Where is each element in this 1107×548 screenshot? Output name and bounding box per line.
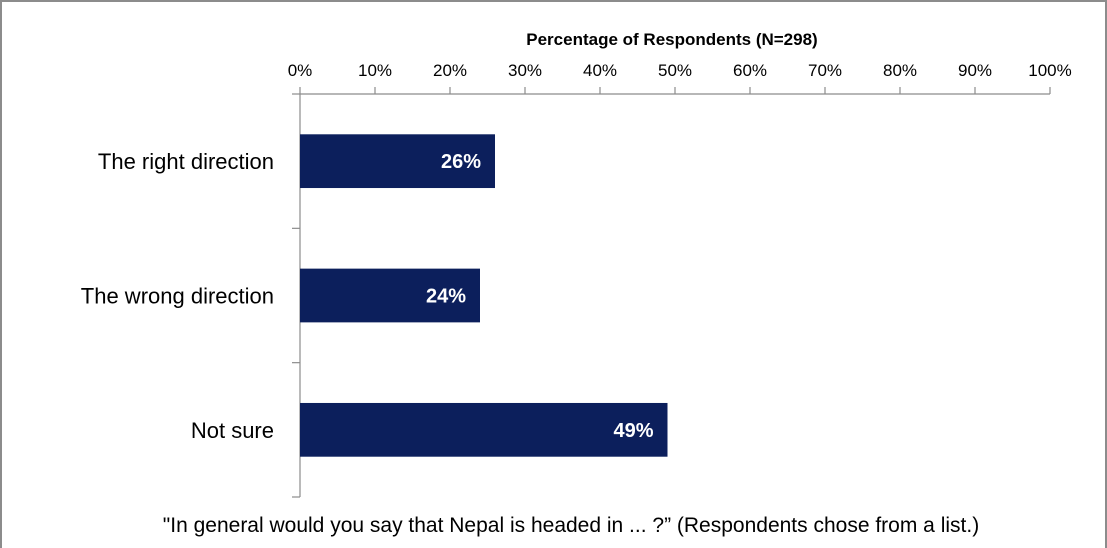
data-label: 26% (441, 151, 481, 173)
category-labels: The right direction The wrong direction No… (81, 149, 274, 443)
x-tick-label: 30% (508, 61, 542, 80)
x-tick-label: 80% (883, 61, 917, 80)
x-tick-label: 20% (433, 61, 467, 80)
x-tick-label: 70% (808, 61, 842, 80)
data-label: 24% (426, 286, 466, 308)
x-tick-label: 60% (733, 61, 767, 80)
x-tick-label: 0% (288, 61, 313, 80)
x-tick-label: 40% (583, 61, 617, 80)
x-tick-label: 10% (358, 61, 392, 80)
category-label: Not sure (191, 418, 274, 443)
axes: 0% 10% 20% 30% 40% 50% 60% 70% 80% 90% 100% (288, 61, 1072, 498)
x-tick-label: 90% (958, 61, 992, 80)
data-labels: 26% 24% 49% (426, 151, 654, 442)
category-label: The right direction (98, 149, 274, 174)
category-label: The wrong direction (81, 284, 274, 309)
x-tick-label: 50% (658, 61, 692, 80)
data-label: 49% (613, 420, 653, 442)
chart-caption: "In general would you say that Nepal is … (163, 514, 979, 537)
bar (300, 268, 480, 323)
x-tick-label: 100% (1028, 61, 1071, 80)
x-axis-title: Percentage of Respondents (N=298) (526, 30, 817, 49)
bar (300, 402, 668, 457)
bar (300, 134, 495, 189)
bars (300, 134, 668, 457)
